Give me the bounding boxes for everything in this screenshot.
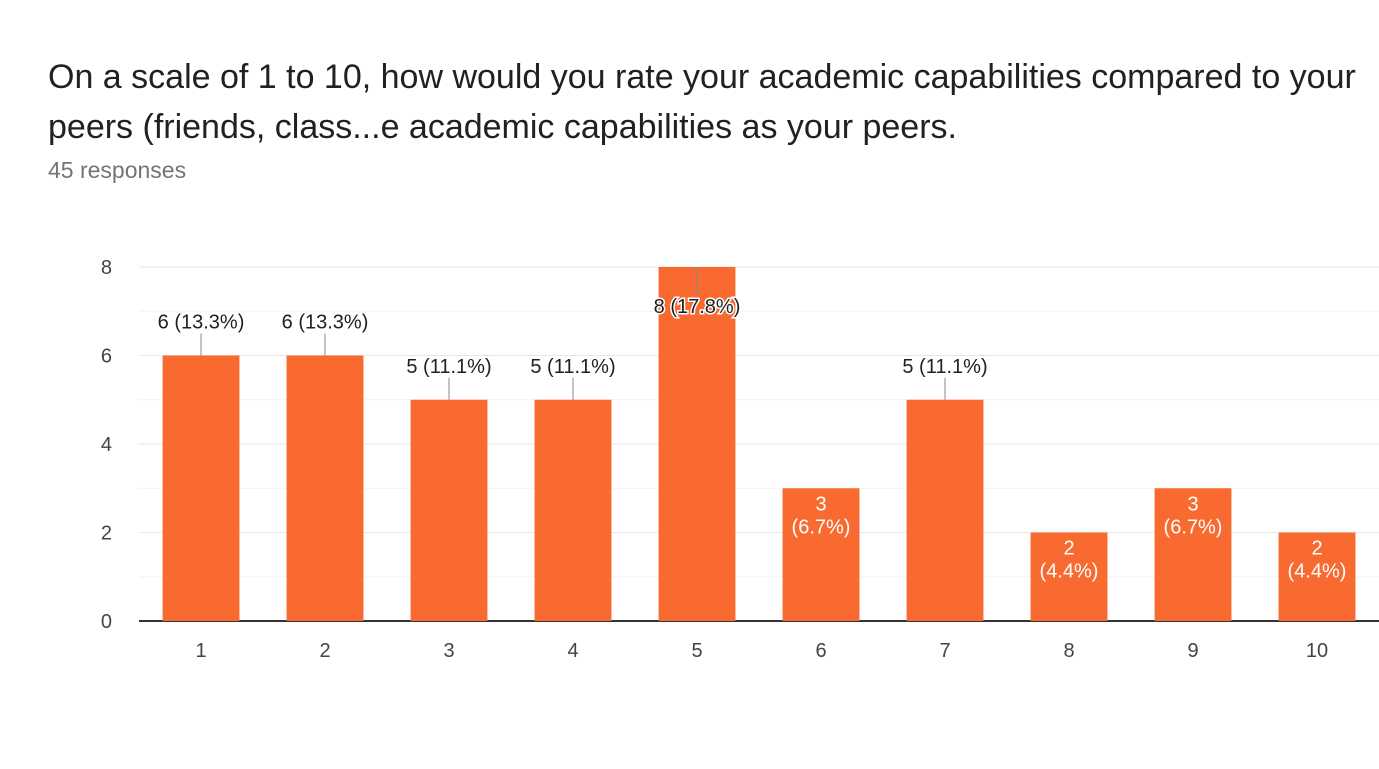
- x-tick-label: 8: [1063, 640, 1074, 662]
- y-tick-label: 2: [101, 523, 112, 545]
- data-label: 5 (11.1%): [902, 356, 987, 378]
- x-tick-label: 6: [815, 640, 826, 662]
- data-labels: 6 (13.3%) 6 (13.3%) 5 (11.1%) 5 (11.1%) 8 (1…: [158, 267, 1347, 583]
- x-tick-label: 9: [1187, 640, 1198, 662]
- bar: [782, 488, 860, 621]
- data-label: 2 (4.4%): [1040, 538, 1099, 583]
- x-tick-label: 3: [443, 640, 454, 662]
- data-label: 6 (13.3%): [158, 312, 245, 334]
- data-label: 2 (4.4%): [1288, 538, 1347, 583]
- bars: [162, 267, 1356, 621]
- bar: [286, 355, 364, 621]
- data-label: 6 (13.3%): [282, 312, 369, 334]
- data-label: 5 (11.1%): [406, 356, 491, 378]
- bar: [1030, 532, 1108, 621]
- bar: [162, 355, 240, 621]
- data-label: 3 (6.7%): [792, 493, 851, 538]
- x-axis-ticks: 1 2 3 4 5 6 7 8 9 10: [195, 640, 1328, 662]
- x-tick-label: 1: [195, 640, 206, 662]
- x-tick-label: 5: [691, 640, 702, 662]
- data-label: 5 (11.1%): [530, 356, 615, 378]
- y-axis-ticks: 0 2 4 6 8: [101, 257, 112, 633]
- bar: [534, 399, 612, 621]
- question-title: On a scale of 1 to 10, how would you rat…: [48, 58, 1356, 146]
- bar: [906, 399, 984, 621]
- x-tick-label: 4: [567, 640, 578, 662]
- x-tick-label: 10: [1306, 640, 1328, 662]
- bar: [1154, 488, 1232, 621]
- bar: [1278, 532, 1356, 621]
- data-label: 8 (17.8%): [654, 296, 741, 318]
- data-label: 3 (6.7%): [1164, 493, 1223, 538]
- x-tick-label: 7: [939, 640, 950, 662]
- y-tick-label: 4: [101, 434, 112, 456]
- bar: [410, 399, 488, 621]
- response-count: 45 responses: [48, 157, 187, 183]
- y-tick-label: 0: [101, 611, 112, 633]
- y-tick-label: 6: [101, 346, 112, 368]
- bar: [658, 267, 736, 621]
- y-tick-label: 8: [101, 257, 112, 279]
- x-tick-label: 2: [319, 640, 330, 662]
